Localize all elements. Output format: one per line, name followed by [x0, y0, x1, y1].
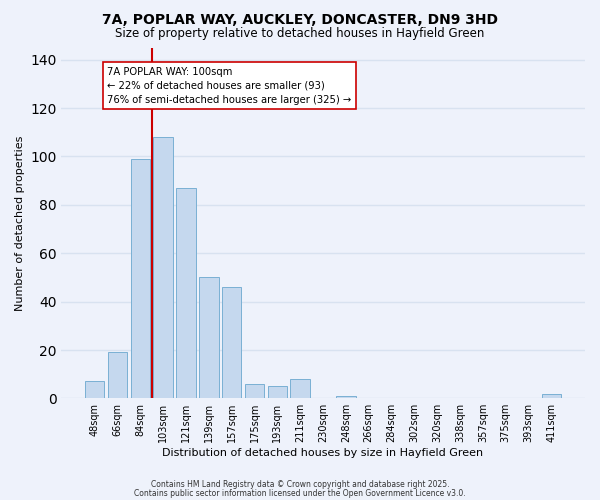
Bar — [85, 382, 104, 398]
Text: 7A POPLAR WAY: 100sqm
← 22% of detached houses are smaller (93)
76% of semi-deta: 7A POPLAR WAY: 100sqm ← 22% of detached … — [107, 67, 352, 105]
Y-axis label: Number of detached properties: Number of detached properties — [15, 136, 25, 310]
Bar — [176, 188, 196, 398]
Text: Contains HM Land Registry data © Crown copyright and database right 2025.: Contains HM Land Registry data © Crown c… — [151, 480, 449, 489]
X-axis label: Distribution of detached houses by size in Hayfield Green: Distribution of detached houses by size … — [163, 448, 484, 458]
Bar — [542, 394, 561, 398]
Bar — [108, 352, 127, 399]
Bar — [268, 386, 287, 398]
Bar — [199, 278, 218, 398]
Text: 7A, POPLAR WAY, AUCKLEY, DONCASTER, DN9 3HD: 7A, POPLAR WAY, AUCKLEY, DONCASTER, DN9 … — [102, 12, 498, 26]
Text: Contains public sector information licensed under the Open Government Licence v3: Contains public sector information licen… — [134, 488, 466, 498]
Bar — [336, 396, 356, 398]
Text: Size of property relative to detached houses in Hayfield Green: Size of property relative to detached ho… — [115, 28, 485, 40]
Bar — [131, 159, 150, 398]
Bar — [290, 379, 310, 398]
Bar — [222, 287, 241, 399]
Bar — [154, 137, 173, 398]
Bar — [245, 384, 264, 398]
